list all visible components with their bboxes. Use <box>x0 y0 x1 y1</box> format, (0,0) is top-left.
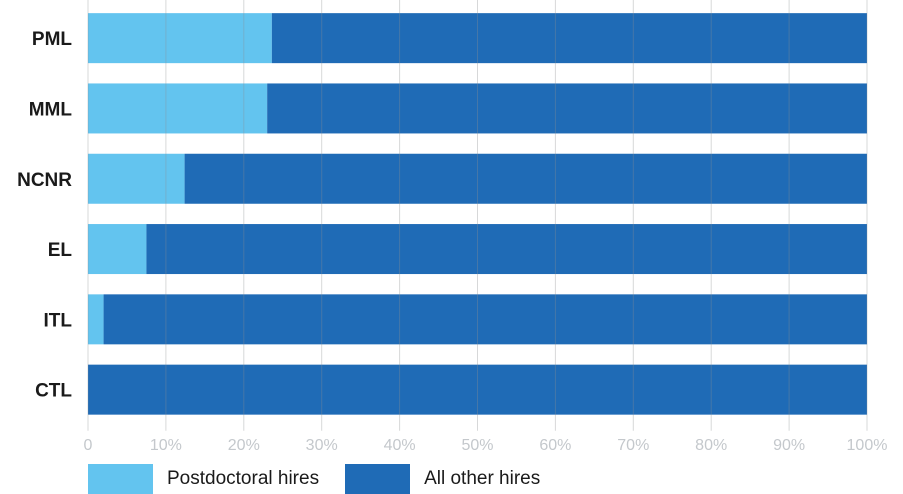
x-tick-label: 30% <box>306 437 338 454</box>
bar-ncnr-other <box>184 153 867 204</box>
legend-swatch-other <box>345 464 411 494</box>
legend-item-other: All other hires <box>345 464 540 494</box>
x-tick-label: 60% <box>539 437 571 454</box>
x-tick-label: 0 <box>84 437 93 454</box>
category-label-mml: MML <box>29 99 73 120</box>
bar-el-other <box>146 224 868 275</box>
x-tick-label: 70% <box>617 437 649 454</box>
legend-item-postdoctoral: Postdoctoral hires <box>88 464 319 494</box>
legend-label-other: All other hires <box>424 468 541 489</box>
x-tick-label: 90% <box>773 437 805 454</box>
bar-el-postdoctoral <box>88 224 147 275</box>
x-tick-label: 50% <box>461 437 493 454</box>
bar-pml-other <box>271 13 867 64</box>
bar-itl-postdoctoral <box>88 294 104 345</box>
bar-ncnr-postdoctoral <box>88 153 185 204</box>
x-tick-label: 100% <box>847 437 888 454</box>
bar-ctl-other <box>88 364 867 415</box>
bars <box>88 13 868 415</box>
category-label-ncnr: NCNR <box>17 170 72 191</box>
legend-label-postdoctoral: Postdoctoral hires <box>167 468 320 489</box>
legend-swatch-postdoctoral <box>88 464 153 494</box>
category-labels: PML MML NCNR EL ITL CTL <box>17 29 73 402</box>
category-label-ctl: CTL <box>35 381 72 402</box>
x-tick-label: 80% <box>695 437 727 454</box>
bar-pml-postdoctoral <box>88 13 272 64</box>
bar-mml-postdoctoral <box>88 83 268 134</box>
x-tick-labels: 0 10% 20% 30% 40% 50% 60% 70% 80% 90% 100% <box>84 437 888 454</box>
x-tick-label: 10% <box>150 437 182 454</box>
category-label-pml: PML <box>32 29 73 50</box>
bar-itl-other <box>103 294 867 345</box>
legend: Postdoctoral hires All other hires <box>88 464 566 494</box>
x-tick-label: 20% <box>228 437 260 454</box>
x-tick-label: 40% <box>384 437 416 454</box>
grid-lines <box>87 0 868 431</box>
bar-mml-other <box>267 83 867 134</box>
category-label-itl: ITL <box>44 310 73 331</box>
category-label-el: EL <box>48 240 73 261</box>
